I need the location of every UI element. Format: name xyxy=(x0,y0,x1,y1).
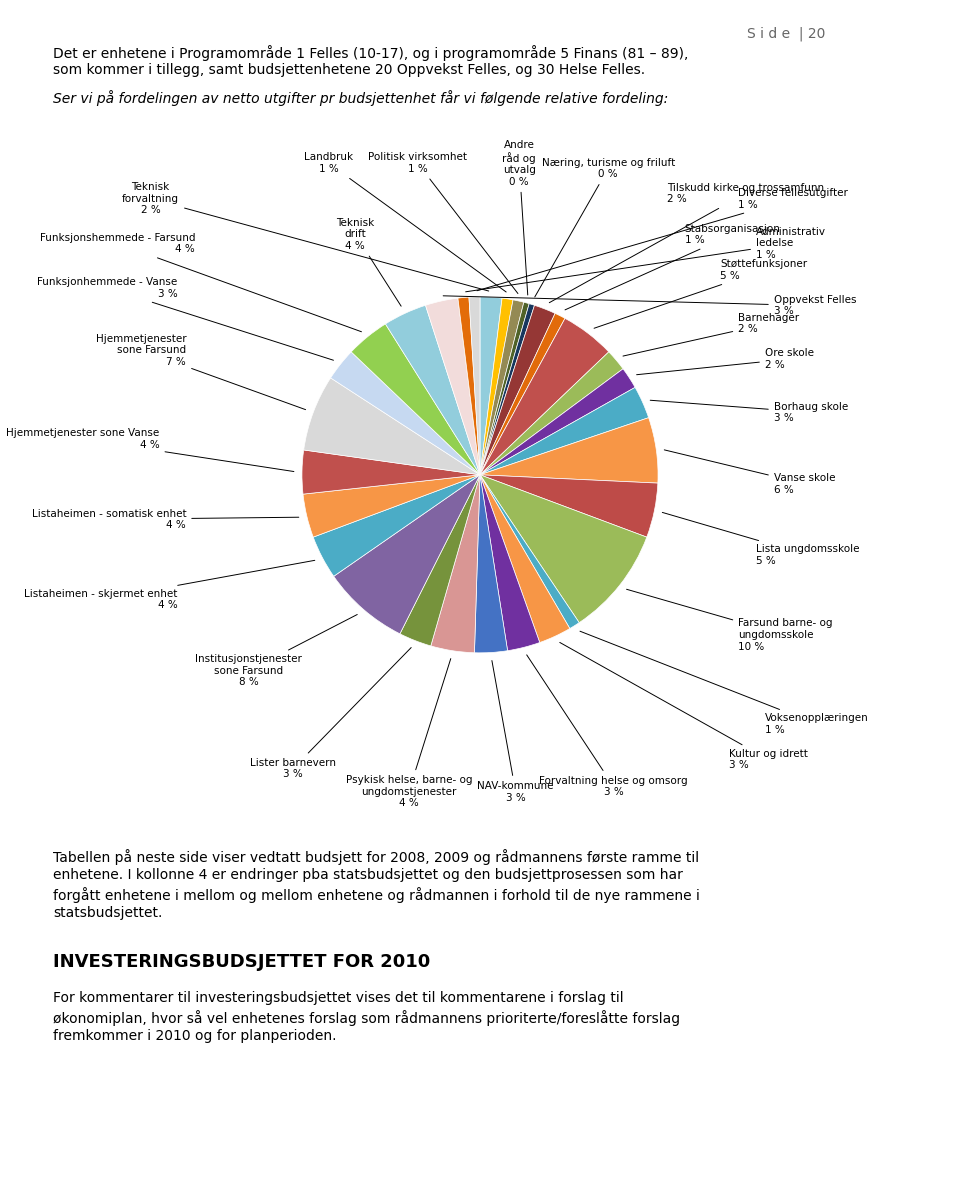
Wedge shape xyxy=(303,377,480,475)
Wedge shape xyxy=(480,318,609,475)
Text: Teknisk
forvaltning
2 %: Teknisk forvaltning 2 % xyxy=(122,183,489,291)
Wedge shape xyxy=(351,324,480,475)
Wedge shape xyxy=(385,305,480,475)
Text: Farsund barne- og
ungdomsskole
10 %: Farsund barne- og ungdomsskole 10 % xyxy=(627,589,832,652)
Text: Oppvekst Felles
3 %: Oppvekst Felles 3 % xyxy=(444,294,856,317)
Wedge shape xyxy=(480,475,570,642)
Text: Stabsorganisasjon
1 %: Stabsorganisasjon 1 % xyxy=(565,223,780,310)
Wedge shape xyxy=(400,475,480,646)
Wedge shape xyxy=(474,475,508,653)
Wedge shape xyxy=(480,475,658,538)
Wedge shape xyxy=(303,475,480,538)
Text: Det er enhetene i Programområde 1 Felles (10-17), og i programområde 5 Finans (8: Det er enhetene i Programområde 1 Felles… xyxy=(53,45,688,61)
Text: Ore skole
2 %: Ore skole 2 % xyxy=(636,348,814,375)
Wedge shape xyxy=(480,475,579,629)
Text: Hjemmetjenester sone Vanse
4 %: Hjemmetjenester sone Vanse 4 % xyxy=(7,429,294,471)
Text: Teknisk
drift
4 %: Teknisk drift 4 % xyxy=(336,218,401,306)
Wedge shape xyxy=(480,475,647,623)
Wedge shape xyxy=(458,297,480,475)
Text: Funksjonhemmede - Vanse
3 %: Funksjonhemmede - Vanse 3 % xyxy=(37,277,333,360)
Text: Administrativ
ledelse
1 %: Administrativ ledelse 1 % xyxy=(466,227,826,292)
Wedge shape xyxy=(480,475,540,650)
Text: Tilskudd kirke og trossamfunn
2 %: Tilskudd kirke og trossamfunn 2 % xyxy=(549,183,824,303)
Text: Landbruk
1 %: Landbruk 1 % xyxy=(304,152,506,292)
Text: Kultur og idrett
3 %: Kultur og idrett 3 % xyxy=(560,642,808,770)
Wedge shape xyxy=(425,298,480,475)
Text: som kommer i tillegg, samt budsjettenhetene 20 Oppvekst Felles, og 30 Helse Fell: som kommer i tillegg, samt budsjettenhet… xyxy=(53,63,645,77)
Wedge shape xyxy=(480,351,623,475)
Wedge shape xyxy=(480,303,529,475)
Wedge shape xyxy=(480,369,636,475)
Wedge shape xyxy=(480,304,535,475)
Text: Ser vi på fordelingen av netto utgifter pr budsjettenhet får vi følgende relativ: Ser vi på fordelingen av netto utgifter … xyxy=(53,90,668,106)
Text: Funksjonshemmede - Farsund
4 %: Funksjonshemmede - Farsund 4 % xyxy=(39,233,362,331)
Wedge shape xyxy=(468,297,480,475)
Wedge shape xyxy=(480,418,658,483)
Wedge shape xyxy=(334,475,480,634)
Text: Barnehager
2 %: Barnehager 2 % xyxy=(623,312,800,356)
Text: Hjemmetjenester
sone Farsund
7 %: Hjemmetjenester sone Farsund 7 % xyxy=(96,334,305,410)
Wedge shape xyxy=(302,450,480,494)
Wedge shape xyxy=(431,475,480,653)
Text: Forvaltning helse og omsorg
3 %: Forvaltning helse og omsorg 3 % xyxy=(527,655,688,798)
Wedge shape xyxy=(480,387,649,475)
Text: Voksenopplæringen
1 %: Voksenopplæringen 1 % xyxy=(580,631,869,735)
Text: fremkommer i 2010 og for planperioden.: fremkommer i 2010 og for planperioden. xyxy=(53,1029,336,1043)
Text: For kommentarer til investeringsbudsjettet vises det til kommentarene i forslag : For kommentarer til investeringsbudsjett… xyxy=(53,991,623,1005)
Text: Borhaug skole
3 %: Borhaug skole 3 % xyxy=(650,400,848,424)
Wedge shape xyxy=(480,305,555,475)
Text: Politisk virksomhet
1 %: Politisk virksomhet 1 % xyxy=(369,152,517,293)
Text: Andre
råd og
utvalg
0 %: Andre råd og utvalg 0 % xyxy=(502,140,536,296)
Text: statsbudsjettet.: statsbudsjettet. xyxy=(53,906,162,920)
Text: NAV-kommune
3 %: NAV-kommune 3 % xyxy=(477,661,554,802)
Text: Næring, turisme og friluft
0 %: Næring, turisme og friluft 0 % xyxy=(535,158,675,297)
Text: Listaheimen - skjermet enhet
4 %: Listaheimen - skjermet enhet 4 % xyxy=(24,560,315,610)
Wedge shape xyxy=(480,300,524,475)
Text: Listaheimen - somatisk enhet
4 %: Listaheimen - somatisk enhet 4 % xyxy=(32,508,299,531)
Text: INVESTERINGSBUDSJETTET FOR 2010: INVESTERINGSBUDSJETTET FOR 2010 xyxy=(53,953,430,971)
Text: Lista ungdomsskole
5 %: Lista ungdomsskole 5 % xyxy=(662,513,859,566)
Text: Institusjonstjenester
sone Farsund
8 %: Institusjonstjenester sone Farsund 8 % xyxy=(195,615,357,687)
Text: Vanse skole
6 %: Vanse skole 6 % xyxy=(664,450,835,495)
Text: Lister barnevern
3 %: Lister barnevern 3 % xyxy=(250,648,411,780)
Text: Diverse fellesutgifter
1 %: Diverse fellesutgifter 1 % xyxy=(477,188,848,291)
Wedge shape xyxy=(480,297,502,475)
Text: Støttefunksjoner
5 %: Støttefunksjoner 5 % xyxy=(594,259,807,329)
Text: forgått enhetene i mellom og mellom enhetene og rådmannen i forhold til de nye r: forgått enhetene i mellom og mellom enhe… xyxy=(53,887,700,902)
Wedge shape xyxy=(330,351,480,475)
Text: Tabellen på neste side viser vedtatt budsjett for 2008, 2009 og rådmannens først: Tabellen på neste side viser vedtatt bud… xyxy=(53,849,699,864)
Wedge shape xyxy=(480,298,513,475)
Text: enhetene. I kollonne 4 er endringer pba statsbudsjettet og den budsjettprosessen: enhetene. I kollonne 4 er endringer pba … xyxy=(53,868,683,882)
Wedge shape xyxy=(480,313,565,475)
Text: Psykisk helse, barne- og
ungdomstjenester
4 %: Psykisk helse, barne- og ungdomstjeneste… xyxy=(346,659,472,808)
Text: S i d e  | 20: S i d e | 20 xyxy=(747,26,826,40)
Wedge shape xyxy=(313,475,480,577)
Text: økonomiplan, hvor så vel enhetenes forslag som rådmannens prioriterte/foreslåtte: økonomiplan, hvor så vel enhetenes forsl… xyxy=(53,1010,680,1026)
